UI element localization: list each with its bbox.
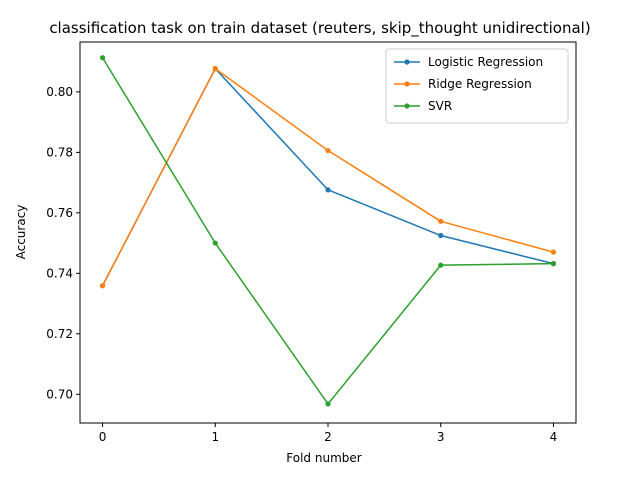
data-point (438, 232, 444, 239)
legend-item: Logistic Regression (394, 55, 543, 69)
x-tick-label: 0 (99, 430, 107, 444)
y-axis: 0.70 0.72 0.74 0.76 0.78 0.80 (46, 85, 80, 401)
series-1 (99, 66, 557, 289)
data-point (325, 187, 331, 193)
legend-marker (404, 81, 410, 87)
plot-area (99, 55, 557, 407)
legend-item: SVR (394, 99, 452, 113)
x-axis: 0 1 2 3 4 (99, 423, 558, 444)
x-tick-label: 2 (324, 430, 332, 444)
y-axis-label: Accuracy (14, 205, 28, 260)
y-tick-label: 0.76 (46, 206, 73, 220)
chart-title: classification task on train dataset (re… (49, 19, 590, 38)
x-tick-label: 4 (550, 430, 558, 444)
legend: Logistic Regression Ridge Regression SVR (385, 48, 569, 124)
legend-marker (404, 103, 410, 109)
legend-item: Ridge Regression (394, 77, 532, 91)
data-point (550, 249, 557, 255)
data-point (438, 218, 444, 224)
data-point (99, 283, 106, 289)
legend-label: SVR (428, 99, 452, 113)
x-tick-label: 3 (437, 430, 445, 444)
data-point (325, 147, 331, 154)
y-tick-label: 0.78 (46, 145, 73, 159)
y-tick-label: 0.74 (46, 266, 73, 280)
legend-label: Logistic Regression (428, 55, 543, 69)
y-tick-label: 0.72 (46, 327, 73, 341)
data-point (325, 401, 331, 407)
legend-box (385, 48, 569, 124)
legend-marker (404, 59, 410, 65)
series-2 (99, 55, 557, 407)
y-tick-label: 0.80 (46, 85, 73, 99)
data-point (212, 240, 218, 246)
data-point (99, 55, 106, 61)
data-point (212, 66, 218, 72)
x-tick-label: 1 (211, 430, 219, 444)
legend-label: Ridge Regression (428, 77, 532, 91)
data-point (550, 261, 557, 267)
x-axis-label: Fold number (286, 451, 361, 465)
data-point (438, 262, 444, 268)
y-tick-label: 0.70 (46, 387, 73, 401)
